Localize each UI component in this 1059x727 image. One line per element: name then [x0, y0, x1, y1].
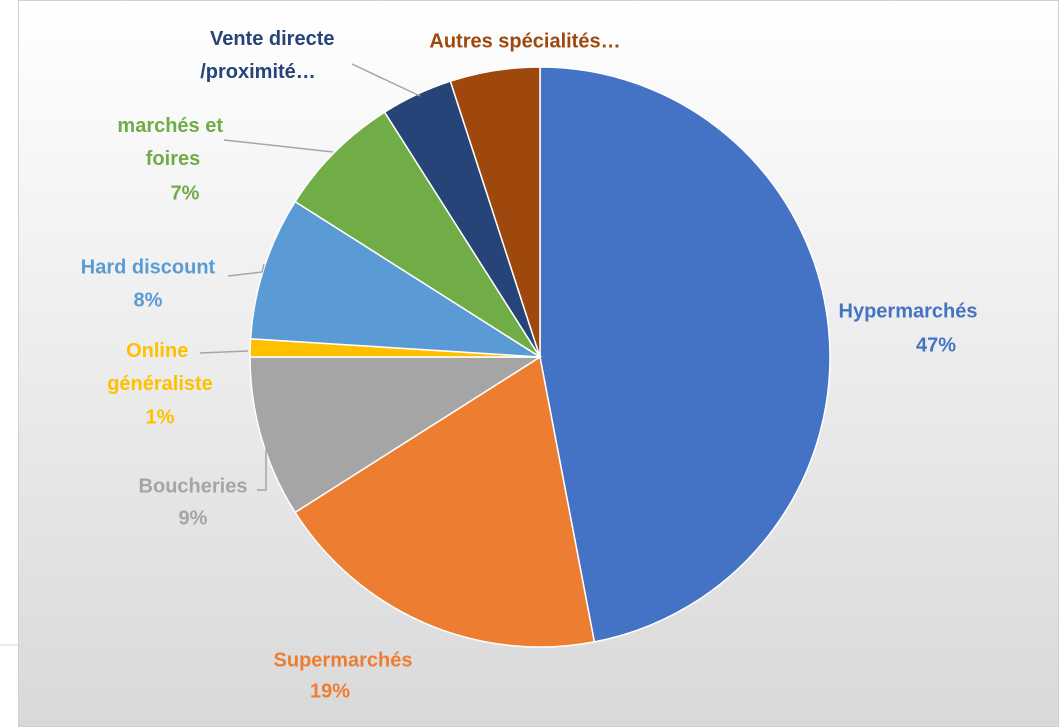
leader-line: [223, 139, 334, 153]
category-label: Hard discount: [81, 256, 216, 278]
label-line: Vente directe: [210, 28, 340, 50]
value-label: 19%: [310, 680, 350, 702]
label-line: Online: [126, 340, 194, 362]
leader-line: [227, 263, 265, 277]
label-line: /proximité…: [200, 61, 316, 83]
pie-slice: [249, 200, 541, 358]
category-label: marchés et foires: [117, 115, 228, 170]
value-label: 1%: [146, 406, 175, 428]
category-label: Autres spécialités…: [429, 30, 620, 52]
label-line: foires: [146, 148, 200, 170]
leader-line: [257, 440, 267, 491]
leader-line: [351, 63, 421, 97]
label-line: marchés et: [117, 115, 228, 137]
pie-slice: [294, 111, 541, 358]
pie-slice: [539, 66, 831, 643]
value-label: 9%: [179, 507, 208, 529]
value-label: 8%: [134, 289, 163, 311]
label-line: généraliste: [107, 373, 213, 395]
category-label: Online généraliste: [107, 340, 213, 395]
value-label: 7%: [171, 182, 200, 204]
category-label: Supermarchés: [274, 649, 413, 671]
value-label: 47%: [916, 334, 956, 356]
category-label: Boucheries: [139, 475, 248, 497]
pie-slice: [249, 356, 543, 514]
pie-slice: [294, 355, 596, 648]
leader-lines: [199, 63, 421, 491]
category-label: Vente directe /proximité…: [200, 28, 340, 83]
category-label: Hypermarchés: [839, 300, 978, 322]
leader-line: [199, 350, 249, 354]
pie-slice: [449, 66, 541, 358]
